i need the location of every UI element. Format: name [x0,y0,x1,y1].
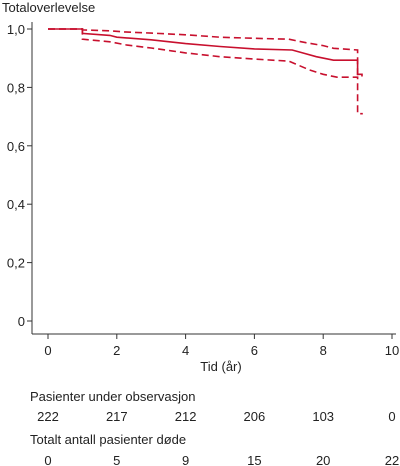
deaths-count: 5 [113,453,120,466]
deaths-count: 22 [385,453,399,466]
lower-confidence-curve [48,28,363,115]
x-tick-label: 0 [44,343,51,358]
patients-count: 222 [37,409,59,424]
x-tick-label: 2 [113,343,120,358]
x-tick-label: 10 [385,343,399,358]
y-tick-label: 0,2 [7,256,25,271]
deaths-count: 20 [316,453,330,466]
total-deaths-row: 0 5 9 15 20 22 [44,453,399,466]
x-axis-label: Tid (år) [200,359,241,374]
survival-curve [48,28,363,76]
patients-under-observation-row: 222 217 212 206 103 0 [37,409,395,424]
patients-count: 206 [244,409,266,424]
total-deaths-title: Totalt antall pasienter døde [30,432,186,447]
survival-curves [48,28,363,115]
chart-axes: 0 0,2 0,4 0,6 0,8 1,0 0 2 4 6 8 10 [7,22,399,358]
y-tick-label: 0 [18,314,25,329]
deaths-count: 0 [44,453,51,466]
x-tick-label: 4 [182,343,189,358]
y-tick-label: 0,8 [7,80,25,95]
y-tick-label: 0,6 [7,139,25,154]
patients-count: 217 [106,409,128,424]
upper-confidence-curve [48,28,363,77]
y-tick-label: 1,0 [7,22,25,37]
patients-count: 212 [175,409,197,424]
y-axis-label: Totaloverlevelse [2,0,95,15]
patients-under-observation-title: Pasienter under observasjon [30,389,196,404]
x-tick-label: 6 [251,343,258,358]
patients-count: 103 [312,409,334,424]
y-tick-label: 0,4 [7,197,25,212]
patients-count: 0 [388,409,395,424]
deaths-count: 15 [247,453,261,466]
deaths-count: 9 [182,453,189,466]
x-tick-label: 8 [320,343,327,358]
